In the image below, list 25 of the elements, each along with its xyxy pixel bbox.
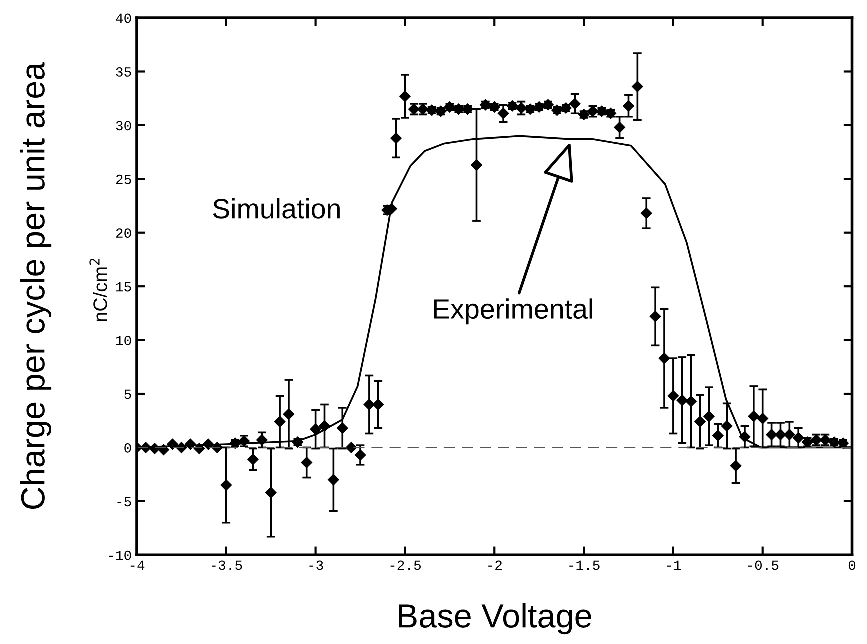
legend-label: Simulation [213, 198, 340, 219]
y-tick-label: 5 [124, 390, 132, 400]
y-tick-label: 20 [116, 228, 132, 238]
y-tick-label: 10 [116, 336, 132, 346]
y-axis-title: Charge per cycle per unit area [20, 62, 52, 510]
x-tick-label: -2 [488, 560, 502, 570]
x-tick-label: -1 [667, 560, 682, 570]
x-tick-label: -1.5 [570, 560, 600, 570]
y-tick-label: 15 [116, 282, 132, 292]
y-tick-label: 25 [116, 174, 132, 184]
x-tick-label: -2.5 [390, 560, 421, 570]
text: Experimental [434, 298, 592, 325]
x-tick-label: -3 [310, 560, 324, 570]
x-tick-label: -0.5 [748, 560, 779, 570]
y-tick-label: 35 [116, 67, 132, 77]
y-tick-label: -10 [109, 550, 132, 560]
x-tick-label: 0 [848, 560, 856, 570]
x-tick-label: -4 [130, 560, 145, 570]
y-tick-label: 40 [116, 14, 132, 24]
y-tick-label: -5 [118, 497, 132, 507]
text: nC/cm$^{2}$ [90, 259, 108, 322]
y-tick-label: 0 [124, 443, 132, 453]
y-tick-label: 30 [116, 121, 132, 131]
x-axis-title: Base Voltage [399, 603, 592, 635]
x-tick-label: -3.5 [212, 560, 242, 570]
